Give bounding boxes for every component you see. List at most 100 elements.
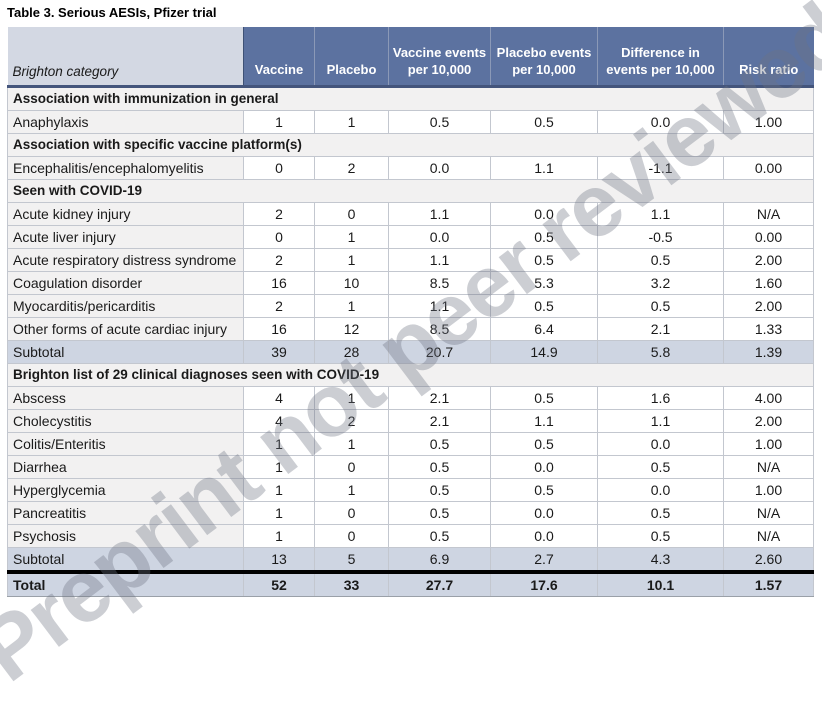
category-cell: Subtotal: [7, 340, 244, 364]
value-cell: 39: [243, 340, 315, 364]
category-cell: Subtotal: [7, 547, 244, 573]
value-cell: 0.5: [490, 386, 598, 410]
value-cell: 0: [314, 524, 389, 548]
category-cell: Colitis/Enteritis: [7, 432, 244, 456]
value-cell: 33: [314, 570, 389, 597]
category-cell: Total: [7, 570, 244, 597]
header-placebo-events: Placebo events per 10,000: [490, 27, 598, 88]
header-difference: Difference in events per 10,000: [597, 27, 724, 88]
value-cell: 20.7: [388, 340, 491, 364]
value-cell: 8.5: [388, 271, 491, 295]
value-cell: 5.3: [490, 271, 598, 295]
value-cell: 1.1: [490, 156, 598, 180]
value-cell: 0.5: [597, 501, 724, 525]
data-row: Acute respiratory distress syndrome 2 1 1.1…: [7, 248, 814, 272]
value-cell: 0.0: [597, 432, 724, 456]
value-cell: 1.1: [490, 409, 598, 433]
value-cell: 10.1: [597, 570, 724, 597]
value-cell: 4: [243, 386, 315, 410]
category-cell: Acute respiratory distress syndrome: [7, 248, 244, 272]
data-row: Other forms of acute cardiac injury 16 12 8…: [7, 317, 814, 341]
value-cell: 1: [314, 478, 389, 502]
value-cell: 2.1: [388, 409, 491, 433]
value-cell: N/A: [723, 455, 814, 479]
value-cell: 0.5: [490, 225, 598, 249]
value-cell: 1: [243, 478, 315, 502]
category-cell: Encephalitis/encephalomyelitis: [7, 156, 244, 180]
value-cell: 0: [314, 202, 389, 226]
header-brighton-category: Brighton category: [7, 27, 244, 88]
value-cell: 52: [243, 570, 315, 597]
data-row: Acute liver injury 0 1 0.0 0.5 -0.5 0.00: [7, 225, 814, 249]
value-cell: 1: [243, 524, 315, 548]
value-cell: 1.6: [597, 386, 724, 410]
category-cell: Myocarditis/pericarditis: [7, 294, 244, 318]
value-cell: 1.00: [723, 432, 814, 456]
value-cell: 0.0: [490, 455, 598, 479]
value-cell: 0.5: [388, 524, 491, 548]
header-placebo: Placebo: [314, 27, 389, 88]
value-cell: 2.7: [490, 547, 598, 573]
value-cell: 2: [314, 409, 389, 433]
value-cell: 12: [314, 317, 389, 341]
value-cell: 2.1: [597, 317, 724, 341]
value-cell: 0.5: [388, 455, 491, 479]
value-cell: 28: [314, 340, 389, 364]
value-cell: 2: [243, 294, 315, 318]
value-cell: 1: [243, 455, 315, 479]
value-cell: 8.5: [388, 317, 491, 341]
value-cell: 5: [314, 547, 389, 573]
data-row: Colitis/Enteritis 1 1 0.5 0.5 0.0 1.00: [7, 432, 814, 456]
value-cell: 0.5: [597, 294, 724, 318]
value-cell: 0.0: [388, 156, 491, 180]
data-row: Encephalitis/encephalomyelitis 0 2 0.0 1.1 -1…: [7, 156, 814, 180]
category-cell: Other forms of acute cardiac injury: [7, 317, 244, 341]
value-cell: 1: [314, 432, 389, 456]
value-cell: -1.1: [597, 156, 724, 180]
value-cell: 2.00: [723, 294, 814, 318]
value-cell: 4.3: [597, 547, 724, 573]
table-body: Association with immunization in general…: [7, 86, 814, 597]
value-cell: 2: [314, 156, 389, 180]
value-cell: 1: [314, 386, 389, 410]
category-cell: Pancreatitis: [7, 501, 244, 525]
category-cell: Acute kidney injury: [7, 202, 244, 226]
value-cell: 16: [243, 271, 315, 295]
data-row: Hyperglycemia 1 1 0.5 0.5 0.0 1.00: [7, 478, 814, 502]
value-cell: 1: [314, 225, 389, 249]
value-cell: 3.2: [597, 271, 724, 295]
section-label: Association with specific vaccine platfo…: [7, 133, 814, 157]
value-cell: 1.1: [597, 409, 724, 433]
value-cell: 13: [243, 547, 315, 573]
value-cell: 1.00: [723, 110, 814, 134]
value-cell: 0.0: [388, 225, 491, 249]
value-cell: 2.00: [723, 409, 814, 433]
value-cell: 1: [314, 248, 389, 272]
data-row: Abscess 4 1 2.1 0.5 1.6 4.00: [7, 386, 814, 410]
value-cell: 0.5: [490, 478, 598, 502]
value-cell: 2: [243, 202, 315, 226]
category-cell: Abscess: [7, 386, 244, 410]
value-cell: 1.60: [723, 271, 814, 295]
value-cell: 2.1: [388, 386, 491, 410]
header-vaccine-events: Vaccine events per 10,000: [388, 27, 491, 88]
value-cell: 1.1: [388, 202, 491, 226]
section-label: Seen with COVID-19: [7, 179, 814, 203]
value-cell: 0.5: [388, 110, 491, 134]
value-cell: 27.7: [388, 570, 491, 597]
value-cell: 0: [243, 225, 315, 249]
data-row: Diarrhea 1 0 0.5 0.0 0.5 N/A: [7, 455, 814, 479]
value-cell: -0.5: [597, 225, 724, 249]
subtotal-row: Subtotal 39 28 20.7 14.9 5.8 1.39: [7, 340, 814, 364]
category-cell: Acute liver injury: [7, 225, 244, 249]
value-cell: 17.6: [490, 570, 598, 597]
value-cell: 10: [314, 271, 389, 295]
category-cell: Hyperglycemia: [7, 478, 244, 502]
category-cell: Cholecystitis: [7, 409, 244, 433]
value-cell: N/A: [723, 524, 814, 548]
value-cell: 0: [314, 455, 389, 479]
header-row: Brighton category Vaccine Placebo Vaccin…: [7, 27, 814, 88]
header-vaccine: Vaccine: [243, 27, 315, 88]
value-cell: 2.00: [723, 248, 814, 272]
value-cell: 1.00: [723, 478, 814, 502]
